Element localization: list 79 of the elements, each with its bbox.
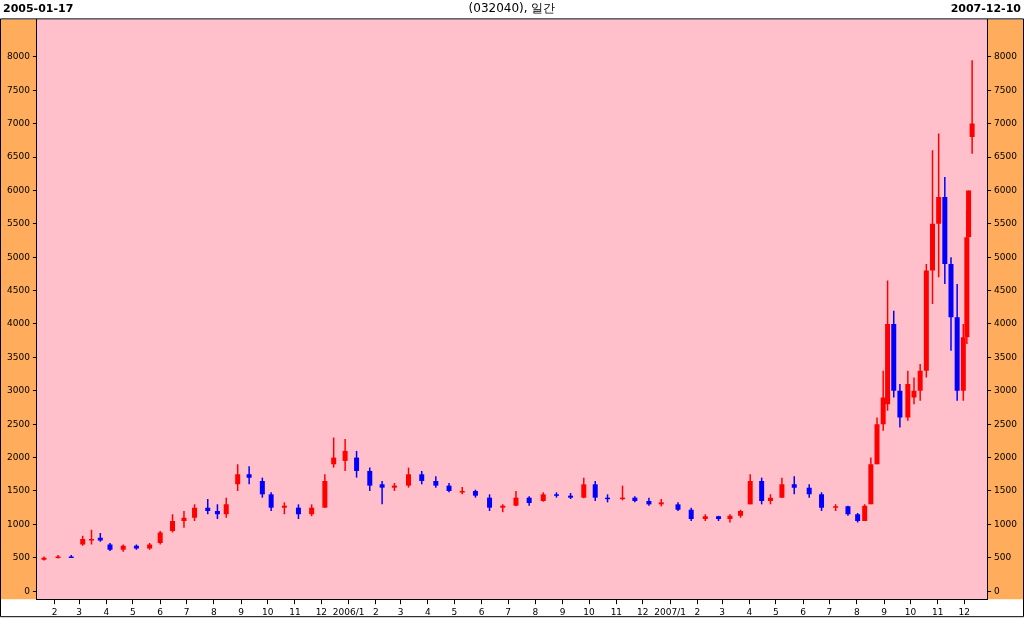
x-tick-label: 9: [559, 606, 566, 617]
x-tick-label: 12: [958, 606, 970, 617]
y-tick-label: 4000: [7, 318, 31, 329]
y-tick-label: 7000: [7, 117, 31, 128]
y-tick-label: 2000: [7, 451, 31, 462]
y-tick-label: 7500: [7, 84, 31, 95]
text: 2007-12-10: [950, 1, 1022, 15]
candlestick: [969, 60, 975, 154]
x-tick-label: 4: [425, 606, 432, 617]
x-tick-label: 2007/1: [654, 606, 686, 617]
x-tick-label: 10: [904, 606, 917, 617]
x-tick-label: 5: [451, 606, 458, 617]
x-tick-label: 2006/1: [332, 606, 365, 617]
x-tick-label: 10: [261, 606, 274, 617]
x-tick-label: 3: [76, 606, 83, 617]
x-tick-label: 7: [826, 606, 833, 617]
y2-tick-label: 5500: [994, 218, 1018, 229]
x-tick-label: 2: [51, 606, 58, 617]
y-tick-label: 5500: [7, 218, 31, 229]
y2-tick-label: 6500: [994, 151, 1018, 162]
x-tick-label: 6: [800, 606, 807, 617]
y-tick-label: 6000: [7, 184, 31, 195]
x-tick-label: 2: [373, 606, 379, 617]
y-tick-label: 1000: [7, 518, 31, 529]
x-tick-label: 6: [478, 606, 485, 617]
y2-tick-label: 1000: [994, 518, 1018, 529]
y-tick-label: 6500: [7, 151, 31, 162]
y2-tick-label: 0: [994, 585, 1001, 596]
y2-tick-label: 4000: [994, 318, 1018, 329]
x-tick-label: 9: [881, 606, 888, 617]
y2-tick-label: 1500: [994, 485, 1018, 496]
candlestick: [379, 480, 385, 505]
x-tick-label: 10: [583, 606, 596, 617]
text: 2005-01-17: [3, 1, 74, 15]
x-tick-label: 8: [853, 606, 860, 617]
x-tick-label: 7: [505, 606, 511, 617]
x-tick-label: 12: [315, 606, 328, 617]
x-tick-label: 2: [694, 606, 701, 617]
candlestick: [911, 377, 917, 405]
y-tick-label: 3000: [7, 385, 31, 396]
chart-title: (032040), 일간: [468, 1, 556, 16]
x-tick-label: 11: [289, 606, 301, 617]
x-tick-label: 4: [746, 606, 753, 617]
candlestick: [791, 476, 797, 495]
x-tick-label: 11: [610, 606, 623, 617]
candlestick: [500, 504, 506, 513]
y-tick-label: 3500: [7, 351, 31, 362]
y2-tick-label: 2000: [994, 451, 1018, 462]
candlestick: [246, 466, 252, 485]
y-tick-label: 500: [12, 552, 31, 563]
y2-tick-label: 4500: [994, 284, 1018, 295]
x-tick-label: 6: [157, 606, 164, 617]
x-tick-label: 8: [532, 606, 539, 617]
x-tick-label: 3: [397, 606, 404, 617]
x-tick-label: 11: [932, 606, 944, 617]
y2-tick-label: 7000: [994, 117, 1018, 128]
y2-tick-label: 3000: [994, 385, 1018, 396]
y-tick-label: 2500: [7, 418, 31, 429]
x-tick-label: 7: [183, 606, 190, 617]
y2-tick-label: 2500: [994, 418, 1018, 429]
x-tick-label: 8: [211, 606, 218, 617]
x-tick-label: 4: [103, 606, 110, 617]
x-tick-label: 3: [719, 606, 725, 617]
y-tick-label: 0: [24, 585, 31, 596]
x-tick-label: 5: [772, 606, 779, 617]
y2-tick-label: 500: [994, 552, 1012, 563]
y-tick-label: 4500: [7, 284, 31, 295]
y-tick-label: 5000: [7, 251, 31, 262]
x-tick-label: 9: [238, 606, 245, 617]
x-tick-label: 5: [130, 606, 136, 617]
candlestick: [342, 438, 348, 471]
y-tick-label: 8000: [7, 51, 31, 62]
y2-tick-label: 6000: [994, 184, 1018, 195]
y2-tick-label: 3500: [994, 351, 1018, 362]
y-tick-label: 1500: [7, 485, 31, 496]
y2-tick-label: 7500: [994, 84, 1018, 95]
x-tick-label: 12: [637, 606, 649, 617]
y2-tick-label: 5000: [994, 251, 1018, 262]
y2-tick-label: 8000: [994, 51, 1018, 62]
